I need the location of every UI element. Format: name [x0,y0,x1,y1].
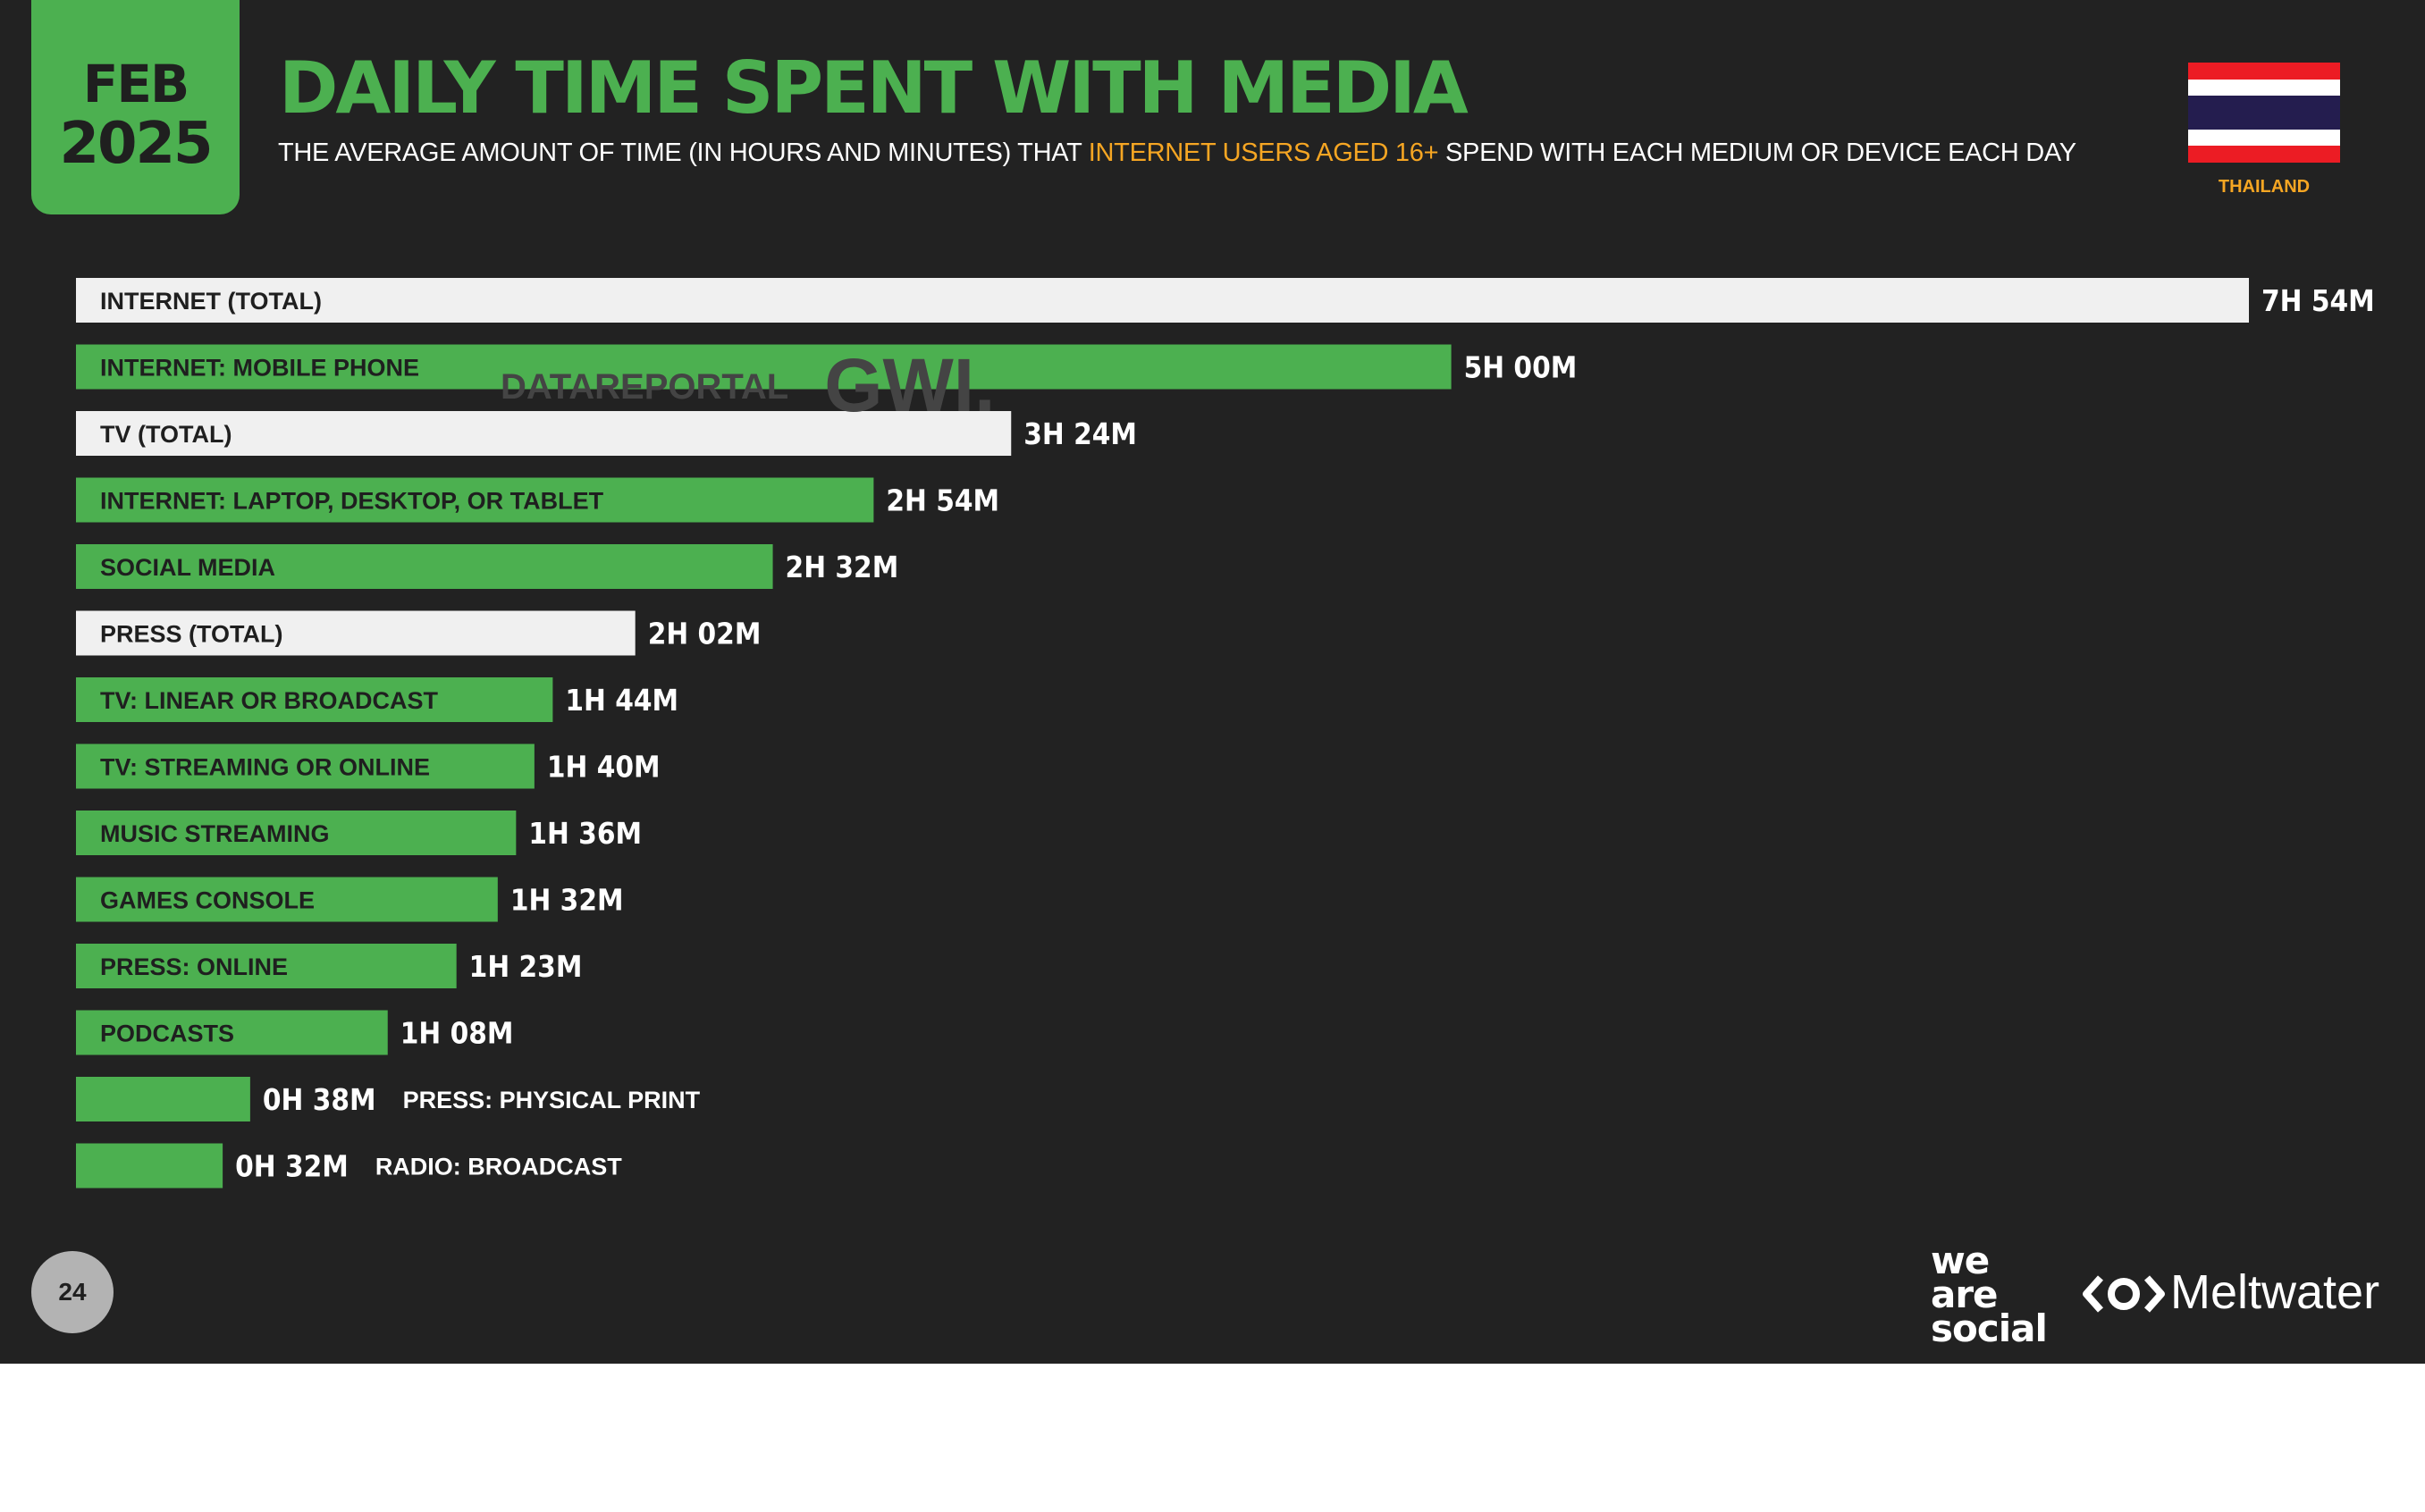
bar-value-label: 3H 24M [1023,416,1137,451]
bar-category-label: RADIO: BROADCAST [375,1154,622,1180]
subtitle-text-end: SPEND WITH EACH MEDIUM OR DEVICE EACH DA… [1438,139,2076,167]
bar-category-label: INTERNET: LAPTOP, DESKTOP, OR TABLET [100,488,604,515]
bar-value-label: 1H 36M [528,816,642,851]
bar-value-label: 2H 32M [786,550,899,584]
flag-stripe [2188,96,2340,130]
bar-chart: 7H 54M INTERNET (TOTAL) 5H 00M INTERNET: MO… [76,278,2375,1189]
bar [76,743,535,789]
bar [76,477,874,523]
bar [76,677,553,722]
bar [76,1143,223,1189]
date-year: 2025 [59,111,213,177]
subtitle-highlight: INTERNET USERS AGED 16+ [1088,139,1439,167]
bar [76,944,457,988]
bar-value-label: 1H 08M [400,1016,514,1051]
bar-category-label: TV (TOTAL) [100,421,232,448]
bar [76,1010,388,1055]
bar-category-label: TV: LINEAR OR BROADCAST [100,687,439,714]
bar [76,344,1452,390]
country-label: THAILAND [2218,177,2311,197]
page-margin [0,1364,2425,1512]
bar-value-label: 2H 54M [886,483,999,518]
thailand-flag-icon [2188,63,2340,163]
logo-line: are [1931,1273,1999,1316]
bar-category-label: MUSIC STREAMING [100,820,330,847]
flag-stripe [2188,130,2340,146]
bar-value-label: 1H 44M [565,683,678,718]
slide: FEB 2025 DAILY TIME SPENT WITH MEDIA THE… [0,0,2425,1364]
bar-category-label: PRESS: PHYSICAL PRINT [403,1087,701,1113]
bar [76,610,636,656]
bar-value-label: 2H 02M [648,617,762,651]
bar-category-label: INTERNET: MOBILE PHONE [100,355,419,382]
flag-stripe [2188,80,2340,96]
bar-value-label: 5H 00M [1464,350,1578,385]
bar-category-label: INTERNET (TOTAL) [100,288,322,315]
bar-category-label: GAMES CONSOLE [100,887,315,914]
bar [76,811,517,855]
bar [76,411,1012,456]
meltwater-label: Meltwater [2170,1265,2380,1319]
bar [76,1077,250,1121]
bar-category-label: TV: STREAMING OR ONLINE [100,754,430,781]
bar-value-label: 1H 23M [469,949,583,984]
bar-value-label: 1H 40M [547,750,661,785]
date-month: FEB [82,54,189,114]
date-badge: FEB 2025 [31,0,240,214]
bar-category-label: PODCASTS [100,1021,234,1047]
we-are-social-logo: we are social [1931,1239,2065,1350]
bar-value-label: 7H 54M [2261,283,2375,318]
chart-subtitle: THE AVERAGE AMOUNT OF TIME (IN HOURS AND… [278,139,2076,168]
bar-category-label: PRESS (TOTAL) [100,621,283,648]
bar [76,278,2249,323]
chart-title: DAILY TIME SPENT WITH MEDIA [279,46,1469,130]
bar-value-label: 0H 38M [263,1082,376,1117]
meltwater-logo: Meltwater [2083,1264,2380,1319]
meltwater-icon [2083,1275,2165,1313]
flag-stripe [2188,63,2340,80]
page-number: 24 [31,1251,114,1333]
bar-category-label: PRESS: ONLINE [100,953,288,980]
bar-value-label: 1H 32M [510,883,624,918]
bar-value-label: 0H 32M [235,1149,349,1184]
bar [76,544,773,589]
logo-line: we [1931,1239,1990,1282]
subtitle-text: THE AVERAGE AMOUNT OF TIME (IN HOURS AND… [278,139,1089,167]
bar-category-label: SOCIAL MEDIA [100,554,275,581]
bar [76,877,498,922]
logo-line: social [1931,1306,2048,1350]
flag-stripe [2188,146,2340,163]
